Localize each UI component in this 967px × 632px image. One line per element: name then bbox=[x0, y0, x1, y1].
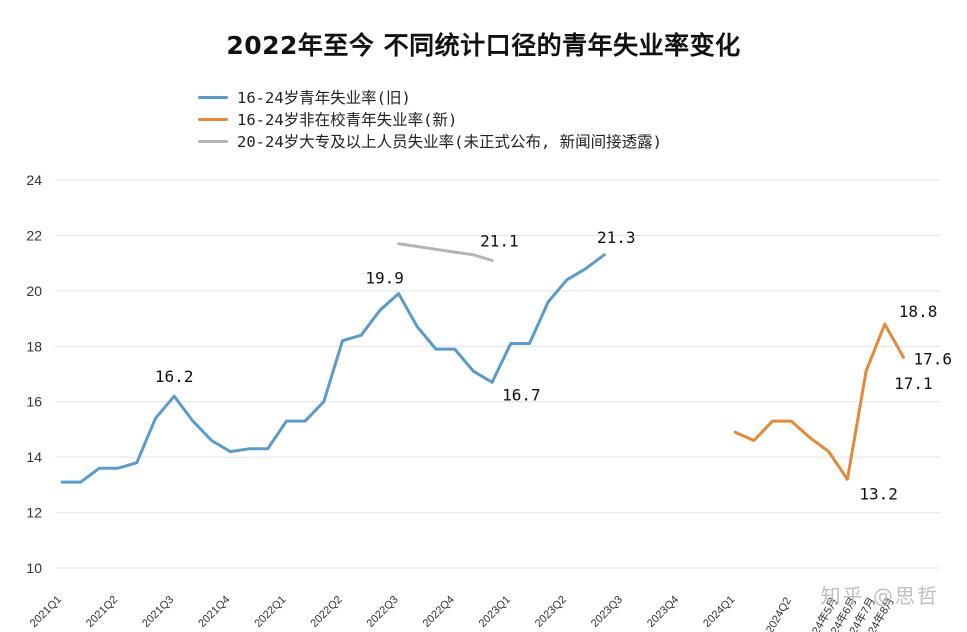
legend-label-new-rate: 16-24岁非在校青年失业率(新) bbox=[237, 111, 458, 129]
data-label-0: 16.2 bbox=[155, 367, 194, 386]
y-tick-label-12: 12 bbox=[26, 505, 42, 521]
data-label-8: 17.6 bbox=[914, 349, 953, 368]
legend: 16-24岁青年失业率(旧) 16-24岁非在校青年失业率(新) 20-24岁大… bbox=[198, 86, 662, 152]
legend-label-graduate-rate: 20-24岁大专及以上人员失业率(未正式公布, 新闻间接透露) bbox=[237, 133, 662, 151]
x-tick-label-2024Q1: 2024Q1 bbox=[701, 594, 737, 630]
gridlines bbox=[55, 179, 940, 569]
data-label-2: 16.7 bbox=[502, 385, 541, 404]
data-label-6: 17.1 bbox=[894, 374, 933, 393]
chart-title: 2022年至今 不同统计口径的青年失业率变化 bbox=[226, 31, 741, 60]
y-tick-label-18: 18 bbox=[26, 338, 42, 354]
x-tick-label-2022Q4: 2022Q4 bbox=[421, 594, 457, 630]
x-tick-label-2023Q4: 2023Q4 bbox=[645, 594, 681, 630]
series-line-2 bbox=[397, 242, 494, 262]
data-label-3: 21.3 bbox=[597, 228, 636, 247]
legend-swatch-new-rate bbox=[198, 117, 228, 121]
data-label-1: 19.9 bbox=[365, 269, 404, 288]
x-tick-label-2022Q3: 2022Q3 bbox=[365, 594, 401, 630]
legend-item-new-rate: 16-24岁非在校青年失业率(新) bbox=[198, 108, 662, 130]
y-tick-label-16: 16 bbox=[26, 394, 42, 410]
x-tick-label-2021Q4: 2021Q4 bbox=[196, 594, 232, 630]
x-tick-label-2023Q3: 2023Q3 bbox=[589, 594, 625, 630]
x-tick-label-2022Q2: 2022Q2 bbox=[308, 594, 344, 630]
x-axis-ticks: 2021Q1 2021Q2 2021Q3 2021Q4 2022Q1 2022Q2 2022… bbox=[28, 594, 897, 632]
legend-item-old-rate: 16-24岁青年失业率(旧) bbox=[198, 86, 662, 108]
data-label-5: 13.2 bbox=[859, 484, 898, 503]
y-tick-label-24: 24 bbox=[26, 172, 42, 188]
y-tick-label-20: 20 bbox=[26, 283, 42, 299]
series-lines bbox=[60, 242, 905, 484]
x-tick-label-2023Q2: 2023Q2 bbox=[533, 594, 569, 630]
y-axis-ticks: 10 12 14 16 18 20 22 24 bbox=[26, 172, 42, 576]
y-tick-label-14: 14 bbox=[26, 449, 42, 465]
data-label-7: 18.8 bbox=[899, 302, 938, 321]
x-tick-label-2022Q1: 2022Q1 bbox=[252, 594, 288, 630]
watermark-text: 知乎 @思哲 bbox=[820, 584, 939, 608]
y-tick-label-22: 22 bbox=[26, 227, 42, 243]
x-tick-label-2021Q1: 2021Q1 bbox=[28, 594, 64, 630]
y-tick-label-10: 10 bbox=[26, 560, 42, 576]
legend-swatch-graduate-rate bbox=[198, 139, 228, 143]
data-labels: 16.2 19.9 16.7 21.3 21.1 13.2 17.1 18.8 17.6 bbox=[155, 228, 952, 503]
series-line-1 bbox=[733, 322, 905, 481]
x-tick-label-2021Q3: 2021Q3 bbox=[140, 594, 176, 630]
series-line-0 bbox=[60, 253, 606, 484]
x-tick-label-2023Q1: 2023Q1 bbox=[477, 594, 513, 630]
x-tick-label-2021Q2: 2021Q2 bbox=[84, 594, 120, 630]
data-label-4: 21.1 bbox=[480, 231, 519, 250]
legend-swatch-old-rate bbox=[198, 95, 228, 99]
legend-label-old-rate: 16-24岁青年失业率(旧) bbox=[237, 89, 411, 107]
x-tick-label-extra-0: 2024Q2 bbox=[764, 596, 794, 632]
legend-item-graduate-rate: 20-24岁大专及以上人员失业率(未正式公布, 新闻间接透露) bbox=[198, 130, 662, 152]
